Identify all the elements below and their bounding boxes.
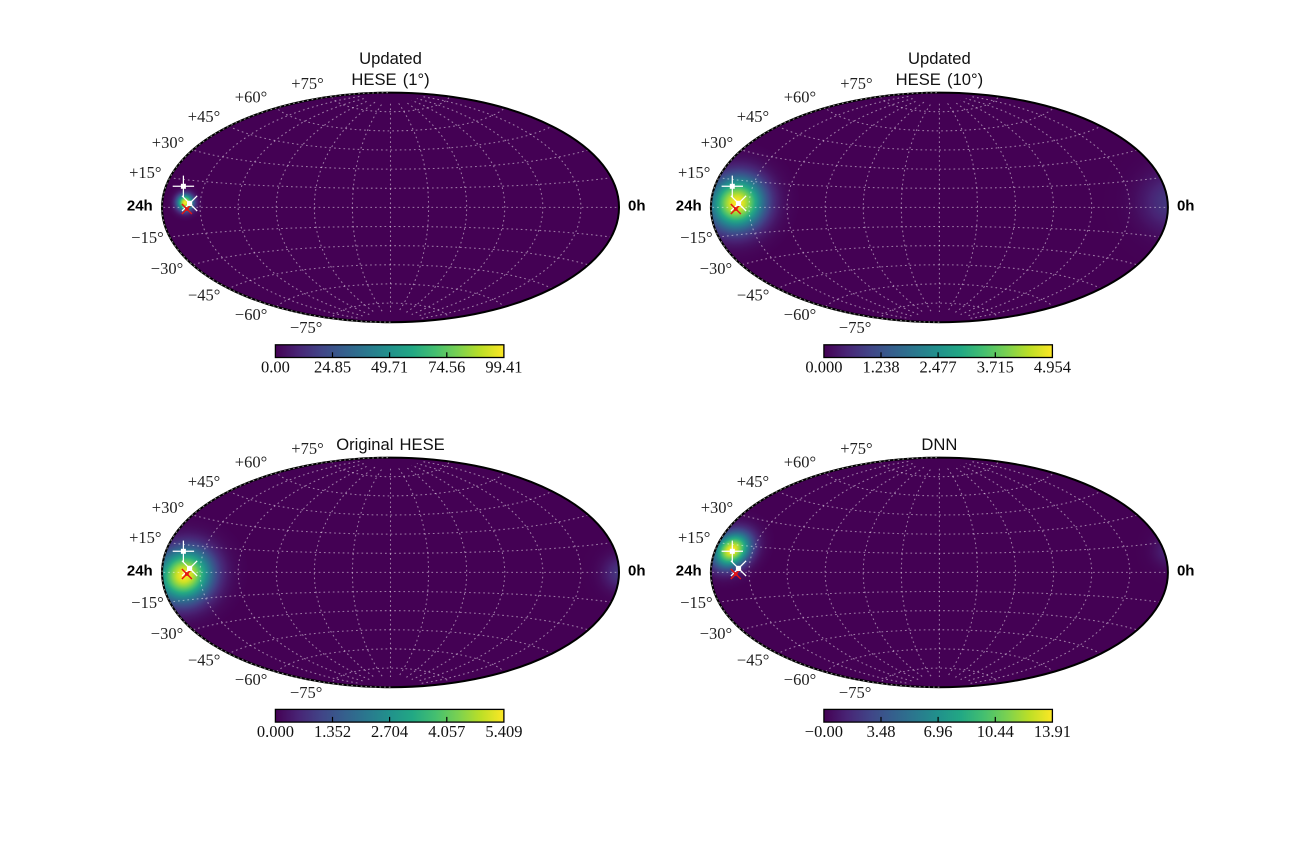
svg-text:−75°: −75° bbox=[839, 318, 871, 337]
svg-text:4.954: 4.954 bbox=[1034, 357, 1071, 376]
svg-text:−60°: −60° bbox=[784, 670, 816, 689]
svg-text:−15°: −15° bbox=[680, 228, 712, 247]
svg-text:24h: 24h bbox=[676, 563, 702, 580]
svg-text:Original HESE: Original HESE bbox=[336, 435, 444, 454]
svg-text:+30°: +30° bbox=[701, 498, 733, 517]
svg-text:3.715: 3.715 bbox=[977, 357, 1014, 376]
svg-text:HESE (1°): HESE (1°) bbox=[351, 70, 429, 89]
svg-text:−60°: −60° bbox=[235, 305, 267, 324]
svg-text:−45°: −45° bbox=[737, 650, 769, 669]
svg-text:−15°: −15° bbox=[131, 228, 163, 247]
svg-text:−75°: −75° bbox=[290, 683, 322, 702]
svg-text:−60°: −60° bbox=[235, 670, 267, 689]
svg-text:−45°: −45° bbox=[188, 650, 220, 669]
svg-text:DNN: DNN bbox=[921, 435, 957, 454]
svg-text:−30°: −30° bbox=[700, 624, 732, 643]
svg-text:3.48: 3.48 bbox=[867, 722, 896, 741]
svg-text:+15°: +15° bbox=[129, 528, 161, 547]
svg-text:1.238: 1.238 bbox=[862, 357, 899, 376]
svg-text:2.704: 2.704 bbox=[371, 722, 408, 741]
svg-text:HESE (10°): HESE (10°) bbox=[896, 70, 983, 89]
svg-text:−45°: −45° bbox=[737, 285, 769, 304]
svg-text:−30°: −30° bbox=[700, 259, 732, 278]
svg-text:−75°: −75° bbox=[839, 683, 871, 702]
svg-text:0h: 0h bbox=[1177, 198, 1195, 215]
svg-text:+15°: +15° bbox=[678, 163, 710, 182]
svg-text:10.44: 10.44 bbox=[977, 722, 1014, 741]
svg-text:4.057: 4.057 bbox=[428, 722, 465, 741]
svg-text:74.56: 74.56 bbox=[428, 357, 465, 376]
svg-text:6.96: 6.96 bbox=[924, 722, 953, 741]
svg-text:+30°: +30° bbox=[152, 133, 184, 152]
svg-text:+45°: +45° bbox=[737, 107, 769, 126]
svg-text:49.71: 49.71 bbox=[371, 357, 408, 376]
svg-text:24h: 24h bbox=[127, 198, 153, 215]
svg-text:5.409: 5.409 bbox=[485, 722, 522, 741]
svg-text:−15°: −15° bbox=[680, 593, 712, 612]
svg-text:0h: 0h bbox=[1177, 563, 1195, 580]
svg-text:0.000: 0.000 bbox=[805, 357, 842, 376]
svg-text:24.85: 24.85 bbox=[314, 357, 351, 376]
svg-text:24h: 24h bbox=[676, 198, 702, 215]
svg-text:−75°: −75° bbox=[290, 318, 322, 337]
svg-text:+15°: +15° bbox=[678, 528, 710, 547]
svg-text:+60°: +60° bbox=[784, 453, 816, 472]
svg-text:+30°: +30° bbox=[701, 133, 733, 152]
svg-text:−30°: −30° bbox=[151, 259, 183, 278]
svg-text:1.352: 1.352 bbox=[314, 722, 351, 741]
svg-text:+45°: +45° bbox=[737, 472, 769, 491]
svg-text:−45°: −45° bbox=[188, 285, 220, 304]
svg-text:−60°: −60° bbox=[784, 305, 816, 324]
svg-text:+60°: +60° bbox=[235, 88, 267, 107]
svg-text:−30°: −30° bbox=[151, 624, 183, 643]
svg-text:−0.00: −0.00 bbox=[805, 722, 843, 741]
svg-text:+30°: +30° bbox=[152, 498, 184, 517]
svg-text:+45°: +45° bbox=[188, 472, 220, 491]
svg-text:+60°: +60° bbox=[235, 453, 267, 472]
svg-text:0.00: 0.00 bbox=[261, 357, 290, 376]
svg-text:+75°: +75° bbox=[291, 74, 323, 93]
svg-text:+15°: +15° bbox=[129, 163, 161, 182]
svg-text:+75°: +75° bbox=[840, 439, 872, 458]
svg-text:13.91: 13.91 bbox=[1034, 722, 1071, 741]
svg-text:+45°: +45° bbox=[188, 107, 220, 126]
svg-text:−15°: −15° bbox=[131, 593, 163, 612]
svg-text:+60°: +60° bbox=[784, 88, 816, 107]
svg-text:0h: 0h bbox=[628, 563, 646, 580]
svg-text:Updated: Updated bbox=[908, 49, 971, 68]
svg-text:2.477: 2.477 bbox=[920, 357, 957, 376]
svg-text:0h: 0h bbox=[628, 198, 646, 215]
svg-text:99.41: 99.41 bbox=[485, 357, 522, 376]
svg-text:+75°: +75° bbox=[291, 439, 323, 458]
svg-text:24h: 24h bbox=[127, 563, 153, 580]
svg-text:Updated: Updated bbox=[359, 49, 422, 68]
svg-text:+75°: +75° bbox=[840, 74, 872, 93]
svg-text:0.000: 0.000 bbox=[257, 722, 294, 741]
